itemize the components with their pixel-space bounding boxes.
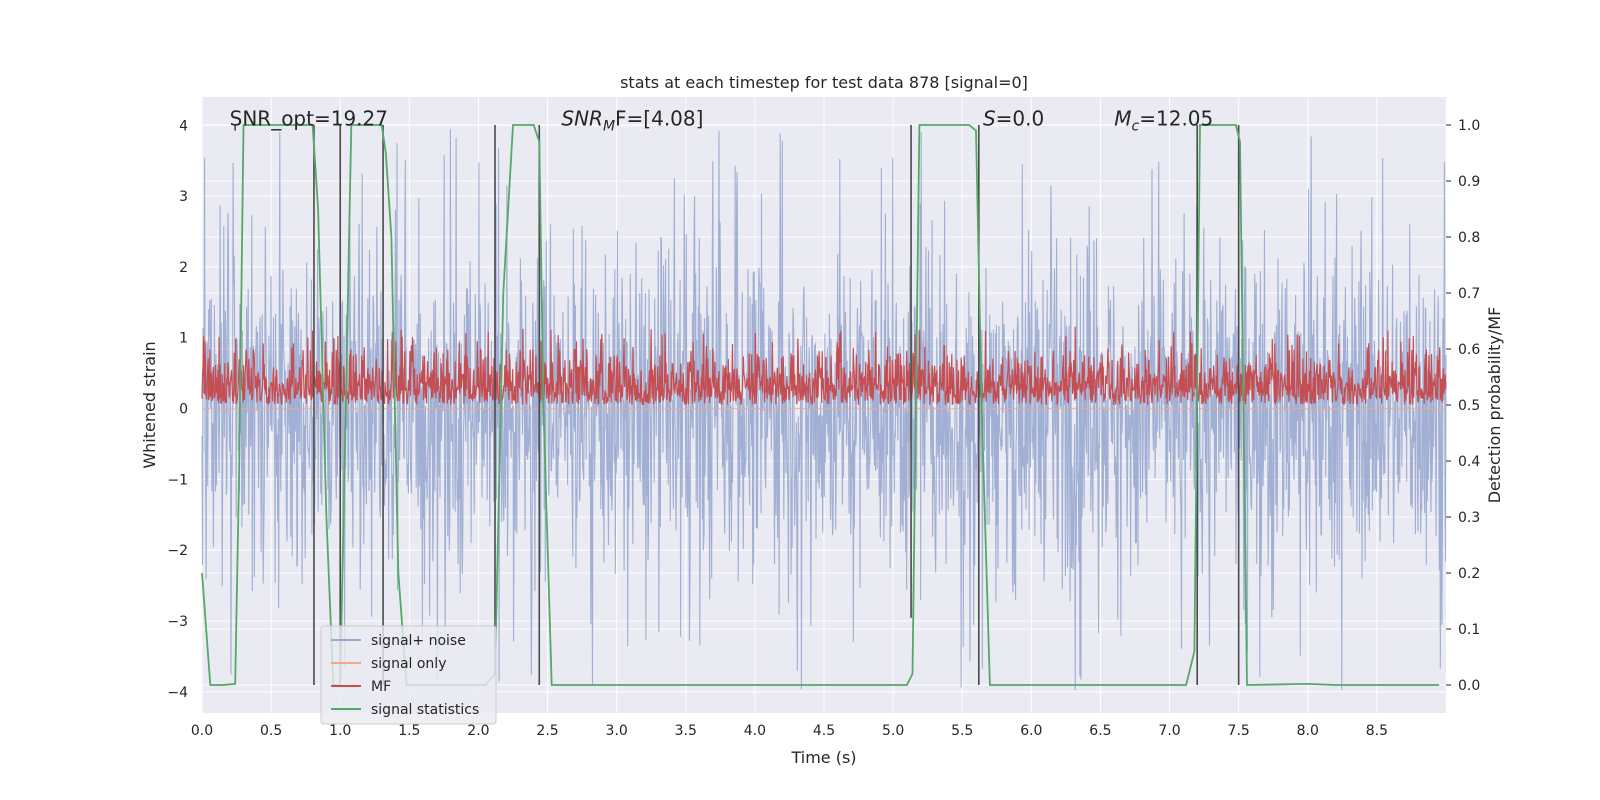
y-tick-label: −2 [167,543,188,559]
y2-tick-label: 0.2 [1458,566,1480,582]
y-tick-label: −1 [167,472,188,488]
y-tick-label: 1 [179,331,188,347]
x-tick-label: 8.5 [1366,723,1388,739]
y-tick-label: 3 [179,189,188,205]
x-tick-label: 1.0 [329,723,351,739]
y2-tick-label: 0.7 [1458,286,1480,302]
series-signal-statistics [201,124,1440,686]
x-tick-label: 5.5 [951,723,973,739]
y-axis-title: Whitened strain [140,341,159,468]
y-tick-label: −4 [167,685,188,701]
x-tick-label: 4.5 [813,723,835,739]
y2-tick-label: 0.9 [1458,174,1480,190]
x-tick-label: 6.0 [1020,723,1042,739]
y-tick-label: 4 [179,118,188,134]
x-tick-label: 3.5 [675,723,697,739]
y2-tick-label: 1.0 [1458,118,1480,134]
x-tick-label: 5.0 [882,723,904,739]
y2-tick-label: 0.6 [1458,342,1480,358]
x-tick-label: 0.0 [191,723,213,739]
y2-tick-label: 0.3 [1458,510,1480,526]
x-tick-label: 7.0 [1158,723,1180,739]
legend: signal+ noise signal only MF signal stat… [320,625,497,725]
legend-label-signal-only: signal only [371,656,446,672]
axis-ticks: 0.0 0.5 1.0 1.5 2.0 2.5 3.0 3.5 4.0 4.5 5.0 5.5 6.0 6… [167,118,1480,739]
annotation: SNR_opt=19.27 [230,106,388,130]
data-layer [201,124,1447,691]
x-tick-label: 4.0 [744,723,766,739]
y-tick-label: 2 [179,260,188,276]
x-tick-label: 8.0 [1297,723,1319,739]
y2-tick-label: 0.0 [1458,678,1480,694]
x-axis-title: Time (s) [790,748,856,767]
x-tick-label: 2.0 [467,723,489,739]
annotations: SNR_opt=19.27 SNRMF=[4.08] S=0.0 Mc=12.05 [230,106,1214,134]
x-tick-label: 1.5 [398,723,420,739]
legend-label-mf: MF [371,679,391,695]
legend-label-signal-statistics: signal statistics [371,702,479,718]
annotation: S=0.0 [983,106,1044,130]
legend-label-signal-noise: signal+ noise [371,633,466,649]
y-tick-label: −3 [167,614,188,630]
x-tick-label: 3.0 [606,723,628,739]
annotation: Mc=12.05 [1114,106,1213,134]
x-tick-label: 0.5 [260,723,282,739]
x-tick-label: 6.5 [1089,723,1111,739]
legend-box [320,625,497,725]
chart-title: stats at each timestep for test data 878… [620,73,1028,92]
y-tick-label: 0 [179,402,188,418]
y2-tick-label: 0.5 [1458,398,1480,414]
x-tick-label: 7.5 [1228,723,1250,739]
x-tick-label: 2.5 [536,723,558,739]
annotation: SNRMF=[4.08] [561,106,703,134]
y2-tick-label: 0.8 [1458,230,1480,246]
y2-tick-label: 0.4 [1458,454,1480,470]
y2-axis-title: Detection probability/MF [1485,307,1504,504]
y2-tick-label: 0.1 [1458,622,1480,638]
